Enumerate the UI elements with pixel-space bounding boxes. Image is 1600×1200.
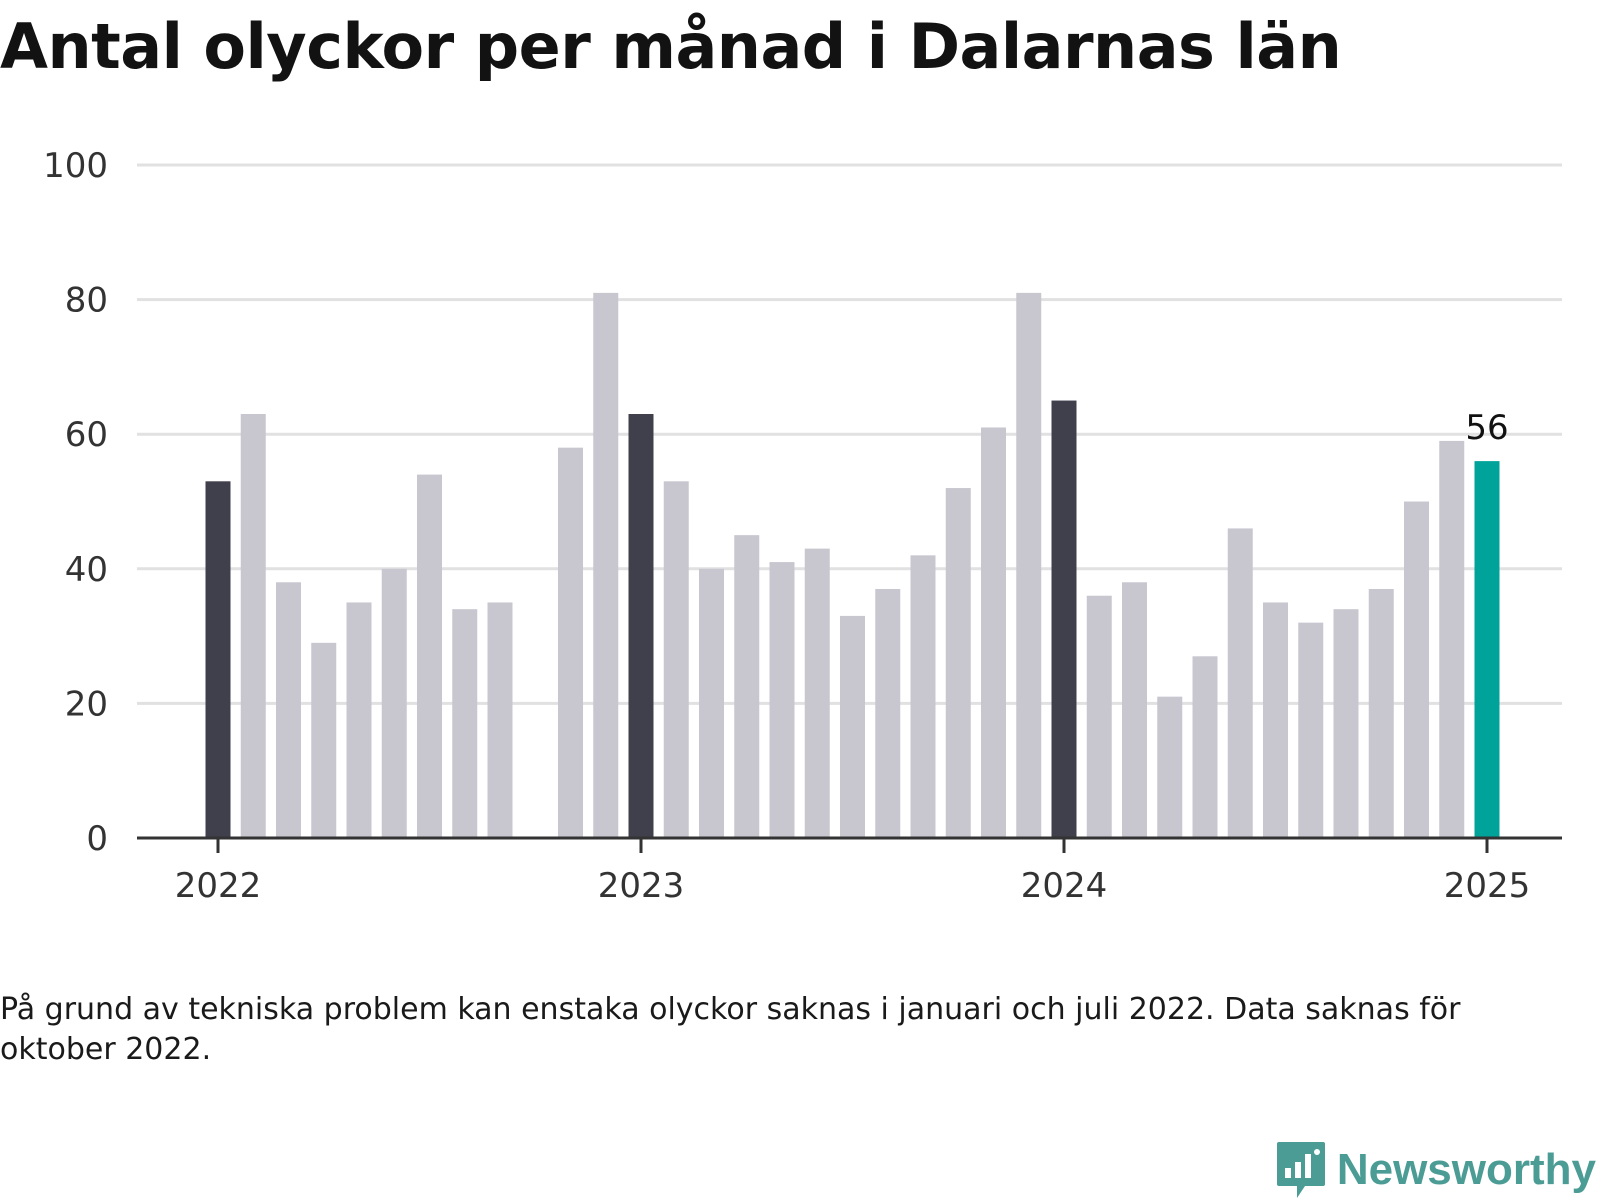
bar-2022-04 xyxy=(311,642,337,838)
y-tick-label: 40 xyxy=(65,550,108,590)
bar-2024-07 xyxy=(1263,602,1288,838)
bar-2022-01 xyxy=(205,481,231,838)
axes xyxy=(137,836,1562,853)
bar-2023-01 xyxy=(628,414,654,838)
bar-2024-09 xyxy=(1333,609,1359,838)
y-tick-label: 100 xyxy=(43,146,108,186)
bar-2023-04 xyxy=(734,535,760,838)
bar-2024-10 xyxy=(1368,588,1394,838)
bar-2024-04 xyxy=(1157,696,1183,838)
bar-2024-12 xyxy=(1439,440,1465,838)
bar-2025-01 xyxy=(1474,461,1500,838)
bars xyxy=(205,292,1500,838)
bar-2023-07 xyxy=(840,615,865,838)
y-tick-label: 60 xyxy=(65,415,108,455)
bar-2022-11 xyxy=(558,447,583,838)
bar-2023-06 xyxy=(804,548,830,838)
bar-2022-12 xyxy=(593,292,619,838)
bar-2024-06 xyxy=(1227,528,1253,838)
bar-2024-08 xyxy=(1298,622,1324,838)
bar-2022-03 xyxy=(276,582,301,838)
bar-2023-03 xyxy=(699,568,724,838)
y-tick-label: 80 xyxy=(65,281,108,321)
x-tick-label: 2024 xyxy=(1021,866,1108,906)
bar-2024-02 xyxy=(1086,595,1112,838)
bar-2024-03 xyxy=(1122,582,1147,838)
brand-name: Newsworthy xyxy=(1336,1145,1596,1194)
latest-value-label: 56 xyxy=(1465,408,1508,448)
bar-2022-02 xyxy=(240,414,266,838)
x-tick-label: 2023 xyxy=(598,866,685,906)
chart-title: Antal olyckor per månad i Dalarnas län xyxy=(0,10,1342,83)
bar-chart: 0 20 40 60 80 100 2022 2023 2024 2025 56 xyxy=(43,146,1562,906)
bar-2023-05 xyxy=(769,562,795,838)
bar-2023-12 xyxy=(1016,292,1042,838)
x-tick-label: 2022 xyxy=(175,866,262,906)
bar-2023-11 xyxy=(981,427,1006,838)
bar-2023-08 xyxy=(875,588,901,838)
bar-2023-02 xyxy=(663,481,689,838)
bar-2024-05 xyxy=(1192,656,1218,838)
x-tick-label: 2025 xyxy=(1444,866,1531,906)
bar-2022-05 xyxy=(346,602,372,838)
grid-lines xyxy=(137,163,1562,705)
y-tick-label: 0 xyxy=(86,819,108,859)
bar-2024-01 xyxy=(1051,400,1077,838)
bar-2023-09 xyxy=(910,555,936,838)
newsworthy-logo-icon xyxy=(1276,1142,1325,1198)
bar-2024-11 xyxy=(1404,501,1429,838)
bar-2022-08 xyxy=(452,609,478,838)
bar-2022-06 xyxy=(381,568,407,838)
y-tick-label: 20 xyxy=(65,684,108,724)
bar-2022-07 xyxy=(417,474,442,838)
bar-2022-09 xyxy=(487,602,513,838)
brand-logo: Newsworthy xyxy=(1275,1140,1596,1200)
bar-2023-10 xyxy=(945,488,971,838)
labels: 0 20 40 60 80 100 2022 2023 2024 2025 56 xyxy=(43,146,1530,906)
footnote: På grund av tekniska problem kan enstaka… xyxy=(0,992,1461,1067)
